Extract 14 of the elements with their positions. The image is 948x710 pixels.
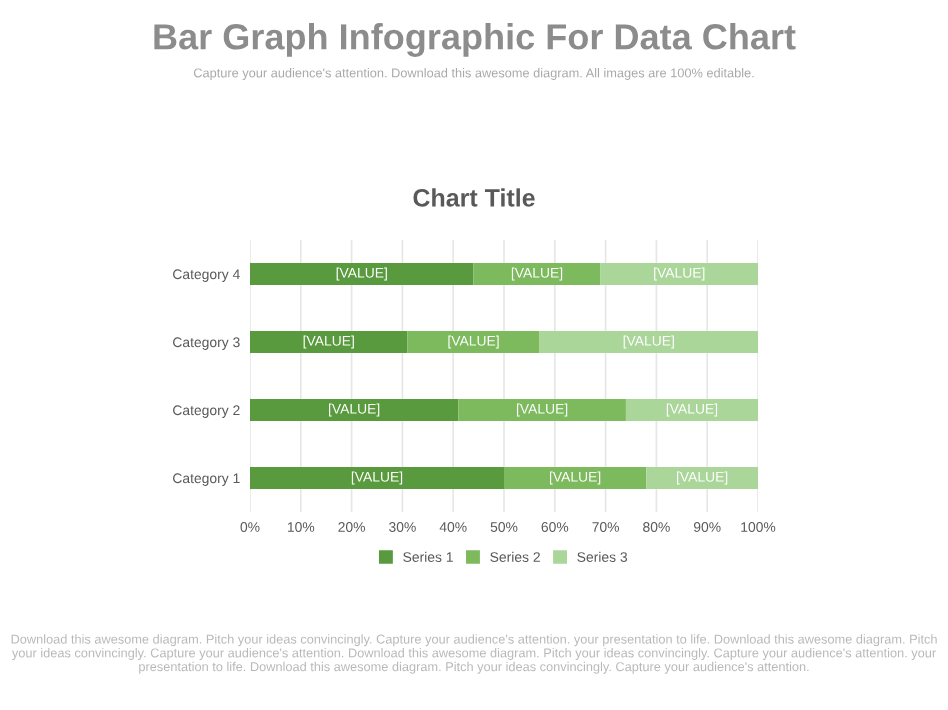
bar (646, 467, 758, 489)
bar (407, 331, 540, 353)
bar (473, 263, 601, 285)
bar (250, 467, 504, 489)
bar (250, 263, 474, 285)
bar (539, 331, 758, 353)
bar (458, 399, 626, 421)
bar (250, 399, 459, 421)
bar (625, 399, 758, 421)
bar (600, 263, 758, 285)
chart-title: Bar Graph Infographic For Data Chart (154, 23, 796, 57)
text: Chart Title (413, 188, 535, 207)
bar (250, 331, 408, 353)
bar (504, 467, 647, 489)
